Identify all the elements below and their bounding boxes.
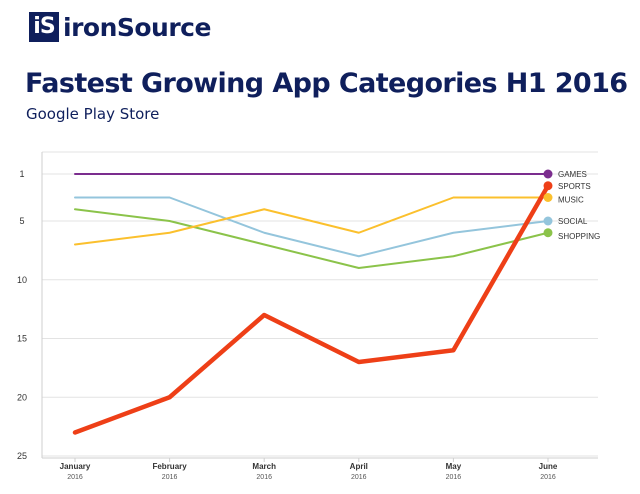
series-line-social [74, 196, 549, 258]
y-tick-label: 15 [17, 334, 27, 344]
x-tick-label: March [252, 462, 276, 471]
y-tick-label: 25 [17, 451, 27, 461]
x-tick-label: January [60, 462, 91, 471]
x-tick-label: February [152, 462, 187, 471]
chart-title: Fastest Growing App Categories H1 2016 [25, 68, 628, 99]
series-line-shopping [74, 208, 549, 269]
chart-subtitle: Google Play Store [26, 105, 160, 123]
series-end-marker-music [543, 193, 553, 202]
x-tick-label: June [539, 462, 558, 471]
x-tick-sublabel: 2016 [351, 474, 367, 481]
x-tick-label: April [350, 462, 368, 471]
legend-label-social: SOCIAL [558, 217, 588, 226]
series-end-marker-shopping [543, 228, 553, 238]
x-tick-sublabel: 2016 [540, 474, 556, 481]
y-tick-label: 10 [17, 275, 27, 285]
legend-label-sports: SPORTS [558, 182, 591, 191]
y-tick-label: 1 [19, 169, 24, 179]
series-end-marker-sports [543, 181, 553, 191]
x-tick-sublabel: 2016 [162, 474, 178, 481]
legend-label-music: MUSIC [558, 196, 584, 205]
series-line-sports [72, 183, 551, 435]
legend-label-shopping: SHOPPING [558, 232, 600, 241]
y-tick-label: 5 [19, 216, 24, 226]
x-tick-sublabel: 2016 [446, 474, 462, 481]
series-line-music [74, 196, 549, 246]
y-tick-label: 20 [17, 392, 27, 402]
x-tick-sublabel: 2016 [67, 474, 83, 481]
x-tick-sublabel: 2016 [256, 474, 272, 481]
series-end-marker-social [543, 216, 553, 226]
x-tick-label: May [446, 462, 462, 471]
legend-label-games: GAMES [558, 170, 587, 179]
brand-logo: iS ironSource [29, 12, 211, 42]
brand-mark-icon: iS [29, 12, 59, 42]
brand-name: ironSource [63, 12, 211, 42]
series-end-marker-games [543, 169, 553, 179]
